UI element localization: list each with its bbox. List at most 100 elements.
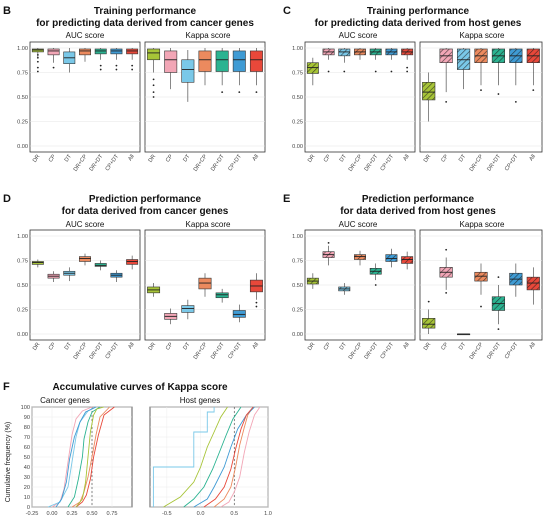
x-tick-label: DR+DT — [89, 341, 105, 360]
x-tick-label: CP — [323, 341, 333, 351]
box-cp-plus-dt — [232, 50, 246, 72]
y-tick-label: 90 — [24, 415, 30, 421]
outlier-point — [131, 68, 134, 71]
x-tick-label: 0.5 — [230, 511, 238, 517]
x-tick-label: 0.50 — [87, 511, 98, 517]
x-tick-label: 0.75 — [107, 511, 118, 517]
outlier-point — [406, 70, 409, 73]
y-tick-label: 1.00 — [17, 46, 28, 52]
panel-b-title-line1: Training performance — [94, 6, 197, 17]
outlier-point — [36, 53, 39, 56]
x-tick-label: All — [252, 342, 260, 351]
box-dr — [422, 318, 436, 329]
outlier-point — [445, 101, 448, 103]
chart-c-auc: 0.00 0.25 0.50 0.75 1.00 DR CP DT DR+CP DR+DT CP+D… — [292, 41, 416, 173]
outlier-point — [427, 300, 430, 303]
chart-b-auc: 0.00 0.25 0.50 0.75 1.00 DR CP DT DR+CP DR+DT CP+D… — [17, 41, 141, 173]
y-tick-label: 0.25 — [17, 308, 28, 314]
x-tick-label: DR+CP — [73, 341, 89, 360]
x-tick-label: DR — [307, 154, 317, 164]
x-tick-label: CP+DT — [227, 341, 243, 360]
panel-f-left-subtitle: Cancer genes — [40, 396, 90, 405]
box-dt — [338, 48, 351, 57]
series-line-cp-plus-dt — [55, 406, 97, 508]
outlier-point — [152, 78, 155, 81]
outlier-point — [343, 70, 346, 73]
series-line-dr-plus-dt — [183, 406, 242, 508]
x-tick-label: All — [127, 342, 135, 351]
panel-e-right-subtitle: Kappa score — [460, 220, 505, 229]
outlier-point — [497, 328, 500, 330]
outlier-point — [255, 305, 258, 308]
box-dr-plus-dt — [94, 263, 107, 267]
outlier-point — [36, 66, 39, 69]
box-all — [126, 48, 139, 55]
outlier-point — [238, 91, 241, 93]
panel-f-y-axis-label: Cumulative frequency (%) — [5, 422, 12, 503]
outlier-point — [327, 70, 330, 73]
y-tick-label: 30 — [24, 475, 30, 481]
panel-d-title-line1: Prediction performance — [89, 194, 202, 205]
x-tick-label: -0.25 — [26, 511, 39, 517]
box-dt — [181, 305, 195, 313]
series-line-cp — [220, 406, 261, 508]
x-tick-label: DR — [423, 154, 433, 164]
x-tick-label: CP+DT — [227, 153, 243, 172]
panel-letter-b: B — [3, 5, 11, 17]
box-dr-plus-dt — [215, 50, 229, 72]
box-dr-plus-dt — [94, 48, 107, 55]
x-tick-label: DT — [339, 341, 349, 351]
outlier-point — [480, 305, 482, 308]
outlier-point — [36, 56, 39, 59]
x-tick-label: DR — [423, 342, 433, 352]
x-tick-label: 0.25 — [67, 511, 78, 517]
outlier-point — [52, 66, 55, 69]
x-tick-label: CP — [440, 153, 450, 163]
outlier-point — [374, 70, 377, 73]
x-tick-label: CP — [440, 341, 450, 351]
x-tick-label: DR+DT — [486, 341, 502, 360]
box-all — [526, 276, 540, 291]
box-dr-plus-cp — [354, 254, 366, 260]
box-all — [401, 256, 414, 264]
x-tick-label: CP — [165, 341, 175, 351]
y-tick-label: 70 — [24, 435, 30, 441]
x-tick-label: DT — [64, 153, 74, 163]
box-dr — [31, 261, 44, 265]
y-tick-label: 80 — [24, 425, 30, 431]
panel-letter-f: F — [3, 381, 10, 393]
outlier-point — [131, 64, 134, 67]
x-tick-label: DR+CP — [193, 341, 209, 360]
chart-e-auc: 0.00 0.25 0.50 0.75 1.00 DR CP DT DR+CP DR+DT CP+D… — [292, 229, 416, 361]
box-dr-plus-cp — [198, 277, 212, 290]
y-tick-label: 0.00 — [292, 144, 303, 150]
box-dr — [31, 48, 44, 53]
box-cp — [47, 48, 60, 56]
outlier-point — [390, 70, 393, 73]
box-dt — [456, 48, 471, 70]
x-tick-label: DR+CP — [469, 153, 485, 172]
x-tick-label: DR+DT — [364, 153, 380, 172]
x-tick-label: DR+CP — [348, 153, 364, 172]
outlier-point — [327, 241, 330, 244]
x-tick-label: DR — [148, 342, 158, 352]
y-tick-label: 0.00 — [292, 332, 303, 338]
y-tick-label: 0.75 — [292, 71, 303, 77]
x-tick-label: All — [252, 154, 260, 163]
x-tick-label: All — [402, 154, 410, 163]
panel-c-title-line2: for predicting data derived from host ge… — [315, 18, 522, 29]
outlier-point — [152, 91, 155, 93]
series-line-dr-plus-cp — [213, 406, 254, 508]
panel-c-right-subtitle: Kappa score — [460, 31, 505, 40]
outlier-point — [255, 301, 258, 304]
y-tick-label: 0.25 — [292, 308, 303, 314]
outlier-point — [497, 93, 500, 95]
x-tick-label: CP+DT — [504, 341, 520, 360]
outlier-point — [36, 60, 39, 63]
x-tick-label: DR+CP — [469, 341, 485, 360]
y-tick-label: 0.00 — [17, 332, 28, 338]
outlier-point — [445, 248, 448, 251]
outlier-point — [99, 64, 102, 67]
y-tick-label: 1.00 — [17, 234, 28, 240]
